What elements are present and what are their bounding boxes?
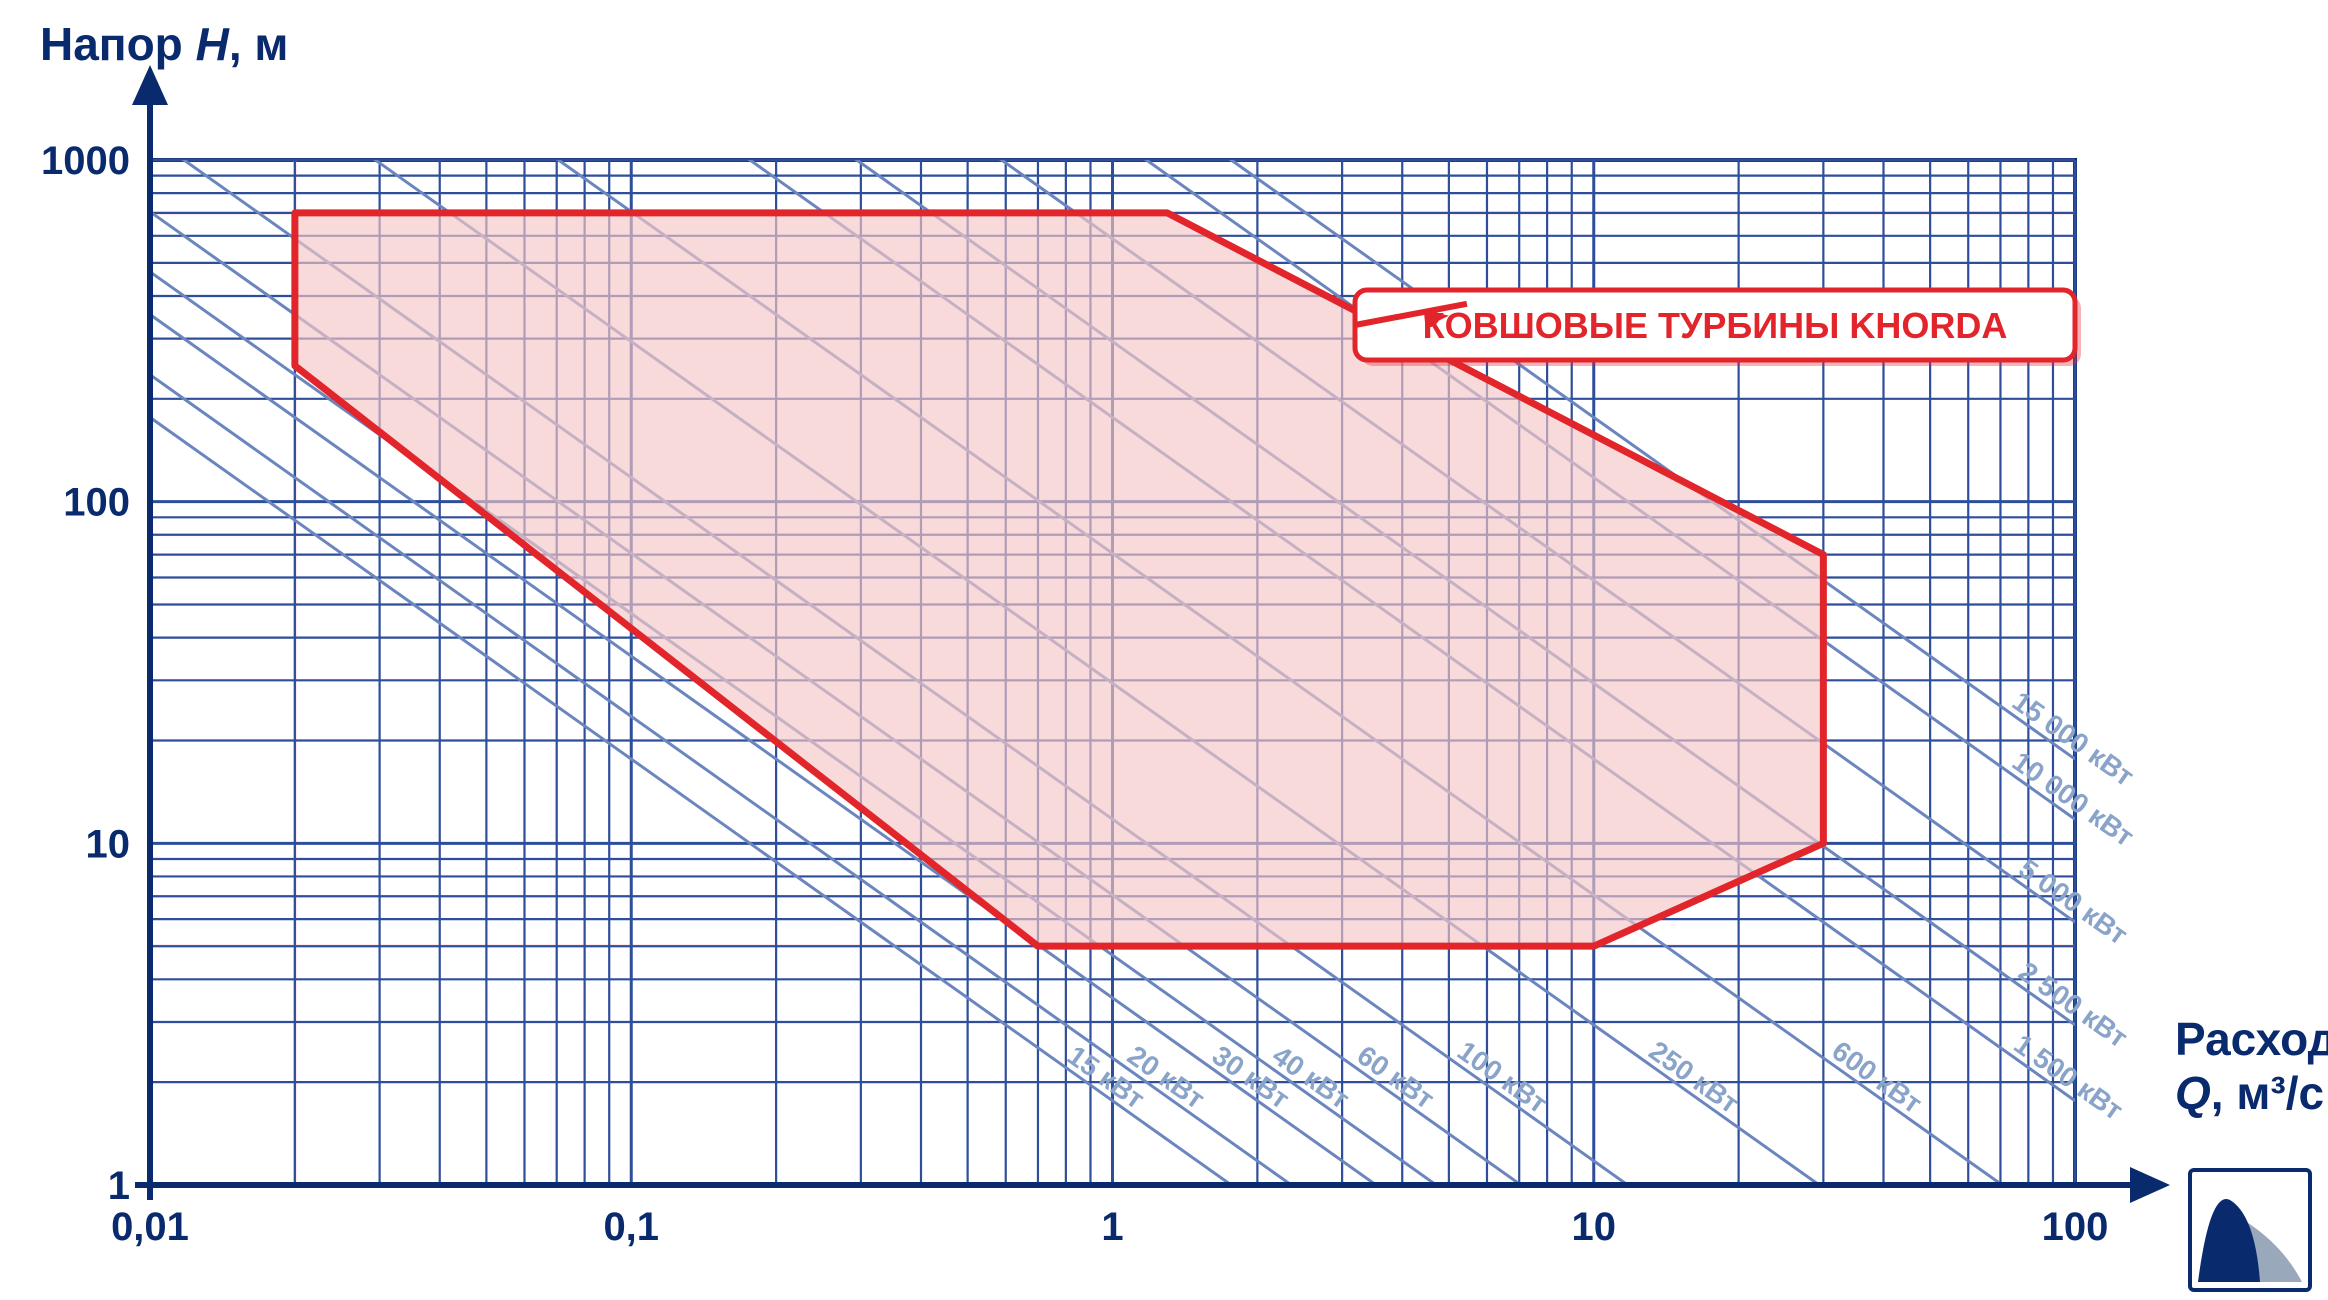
corner-icon xyxy=(2190,1170,2310,1290)
x-axis-title-2: Q, м³/с xyxy=(2175,1067,2324,1119)
y-axis-title: Напор H, м xyxy=(40,18,288,70)
x-tick-label: 1 xyxy=(1101,1205,1123,1249)
x-tick-label: 10 xyxy=(1572,1205,1617,1249)
legend-text: КОВШОВЫЕ ТУРБИНЫ KHORDA xyxy=(1423,305,2008,346)
x-tick-label: 0,01 xyxy=(111,1205,189,1249)
y-tick-label: 1000 xyxy=(41,139,130,183)
x-axis-title-1: Расход xyxy=(2175,1013,2328,1065)
y-tick-label: 10 xyxy=(86,822,131,866)
x-tick-label: 0,1 xyxy=(603,1205,659,1249)
y-tick-label: 100 xyxy=(63,481,130,525)
y-tick-label: 1 xyxy=(108,1164,130,1208)
turbine-range-chart: 15 кВт20 кВт30 кВт40 кВт60 кВт100 кВт250… xyxy=(0,0,2328,1300)
x-tick-label: 100 xyxy=(2042,1205,2109,1249)
